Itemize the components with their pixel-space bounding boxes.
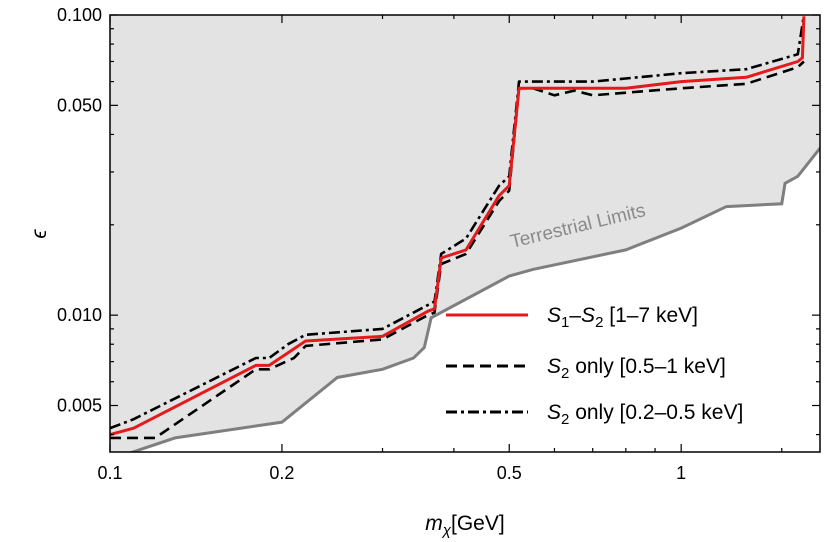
y-tick-label: 0.010 <box>57 305 102 325</box>
y-tick-label: 0.005 <box>57 396 102 416</box>
y-axis-label: ϵ <box>28 229 51 239</box>
plot-area <box>110 15 820 452</box>
series-line-dashed <box>110 60 805 440</box>
x-tick-label: 0.1 <box>97 463 122 483</box>
legend-label: S2 only [0.2–0.5 keV] <box>547 401 743 428</box>
legend-label: S1–S2 [1–7 keV] <box>547 304 698 331</box>
legend: S1–S2 [1–7 keV] S2 only [0.5–1 keV] S2 onl… <box>446 304 743 428</box>
plot-frame <box>109 14 821 453</box>
x-tick-label: 0.5 <box>497 463 522 483</box>
series-line-dashdot <box>110 15 806 430</box>
x-tick-label: 0.2 <box>269 463 294 483</box>
y-tick-label: 0.100 <box>57 5 102 25</box>
y-tick-label: 0.050 <box>57 95 102 115</box>
excluded-region <box>110 15 820 452</box>
legend-label: S2 only [0.5–1 keV] <box>547 355 726 382</box>
axes: 0.1 0.2 0.5 1 0.005 0.010 0.050 0.100 <box>57 5 820 483</box>
series-line-solid <box>110 16 806 437</box>
x-tick-label: 1 <box>676 463 686 483</box>
terrestrial-limit-line <box>128 147 820 452</box>
x-axis-label: mχ[GeV] <box>425 512 504 539</box>
